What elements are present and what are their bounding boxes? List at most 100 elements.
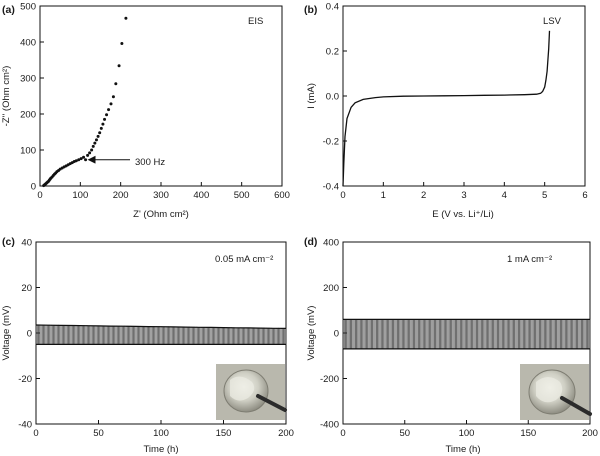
panel-c-label: (c) bbox=[2, 236, 15, 248]
panel-a-plot: 0 100 200 300 400 500 600 0 100 200 300 400 500 bbox=[20, 2, 290, 202]
y-tick-label: 500 bbox=[20, 2, 36, 13]
x-tick-label: 0 bbox=[33, 428, 38, 439]
panel-d-plot: 0 50 100 150 200 -400 -200 0 200 400 bbox=[320, 238, 598, 440]
panel-c-photo-inset bbox=[216, 364, 287, 420]
scatter-point bbox=[124, 16, 128, 20]
y-tick-label: -0.2 bbox=[323, 137, 339, 148]
y-tick-label: 0.2 bbox=[326, 47, 339, 58]
scatter-point bbox=[82, 155, 86, 159]
x-tick-label: 400 bbox=[193, 190, 209, 201]
y-tick-label: -400 bbox=[320, 420, 339, 431]
x-tick-label: 150 bbox=[520, 428, 536, 439]
x-tick-label: 100 bbox=[72, 190, 88, 201]
x-tick-label: 4 bbox=[502, 190, 507, 201]
scatter-point bbox=[117, 64, 121, 68]
scatter-point bbox=[74, 159, 78, 163]
panel-d-label: (d) bbox=[304, 236, 317, 248]
panel-c-annotation: 0.05 mA cm⁻² bbox=[215, 254, 273, 265]
scatter-point bbox=[93, 141, 97, 145]
x-tick-label: 0 bbox=[340, 428, 345, 439]
scatter-point bbox=[101, 122, 105, 126]
y-tick-label: 0.0 bbox=[326, 92, 339, 103]
x-tick-label: 150 bbox=[216, 428, 232, 439]
scatter-point bbox=[114, 82, 118, 86]
panel-d-xlabel: Time (h) bbox=[445, 444, 480, 455]
y-tick-label: 300 bbox=[20, 74, 36, 85]
scatter-point bbox=[79, 157, 83, 161]
x-tick-label: 1 bbox=[381, 190, 386, 201]
panel-a-label: (a) bbox=[2, 4, 15, 16]
panel-a: (a) EIS Z' (Ohm cm²) -Z'' (Ohm cm²) 300 … bbox=[1, 2, 290, 221]
scatter-point bbox=[91, 144, 95, 148]
scatter-point bbox=[105, 113, 109, 117]
y-tick-label: 400 bbox=[323, 238, 339, 249]
x-tick-label: 100 bbox=[459, 428, 475, 439]
y-tick-label: 0 bbox=[27, 329, 32, 340]
lsv-line bbox=[342, 30, 551, 187]
panel-b-annotation: LSV bbox=[543, 16, 562, 27]
x-tick-label: 200 bbox=[278, 428, 294, 439]
panel-a-ylabel: -Z'' (Ohm cm²) bbox=[1, 66, 12, 127]
panel-b: (b) LSV E (V vs. Li⁺/Li) I (mA) 0 1 2 3 4 5 6 -… bbox=[304, 2, 588, 221]
scatter-point bbox=[111, 95, 115, 99]
x-tick-label: 600 bbox=[274, 190, 290, 201]
scatter-point bbox=[84, 158, 88, 162]
panel-a-arrow-label: 300 Hz bbox=[135, 157, 165, 168]
x-tick-label: 200 bbox=[582, 428, 598, 439]
scatter-point bbox=[94, 138, 98, 142]
panel-c-xlabel: Time (h) bbox=[143, 444, 178, 455]
y-tick-label: 100 bbox=[20, 146, 36, 157]
x-tick-label: 50 bbox=[93, 428, 104, 439]
y-tick-label: 40 bbox=[21, 238, 32, 249]
panel-c-plot: 0 50 100 150 200 -40 -20 0 20 40 bbox=[18, 238, 294, 440]
panel-a-annotation: EIS bbox=[248, 16, 263, 27]
y-tick-label: 200 bbox=[20, 110, 36, 121]
panel-a-xlabel: Z' (Ohm cm²) bbox=[133, 209, 189, 220]
scatter-point bbox=[109, 102, 113, 106]
scatter-point bbox=[120, 41, 124, 45]
scatter-point bbox=[86, 153, 90, 157]
panel-d-annotation: 1 mA cm⁻² bbox=[507, 254, 552, 265]
voltage-trace bbox=[35, 324, 287, 345]
voltage-trace bbox=[342, 319, 591, 350]
x-tick-label: 2 bbox=[421, 190, 426, 201]
scatter-point bbox=[88, 151, 92, 155]
y-tick-label: 0 bbox=[334, 329, 339, 340]
x-tick-label: 0 bbox=[37, 190, 42, 201]
panel-d-photo-inset bbox=[520, 364, 592, 420]
panel-d-ylabel: Voltage (mV) bbox=[306, 306, 317, 361]
panel-d: (d) 1 mA cm⁻² Time (h) Voltage (mV) 0 50 1… bbox=[304, 236, 598, 455]
scatter-point bbox=[99, 126, 103, 130]
x-tick-label: 50 bbox=[399, 428, 410, 439]
panel-c: (c) 0.05 mA cm⁻² Time (h) Voltage (mV) 0… bbox=[1, 236, 294, 455]
x-tick-label: 300 bbox=[153, 190, 169, 201]
panel-b-plot: 0 1 2 3 4 5 6 -0.4 -0.2 0.0 0.2 0.4 bbox=[323, 2, 588, 202]
y-tick-label: -200 bbox=[320, 374, 339, 385]
panel-c-ylabel: Voltage (mV) bbox=[1, 306, 12, 361]
y-tick-label: 400 bbox=[20, 38, 36, 49]
scatter-point bbox=[98, 131, 102, 135]
y-tick-label: 200 bbox=[323, 283, 339, 294]
scatter-point bbox=[90, 148, 94, 152]
panel-b-ylabel: I (mA) bbox=[306, 83, 317, 109]
scatter-point bbox=[103, 117, 107, 121]
y-tick-label: 20 bbox=[21, 283, 32, 294]
x-tick-label: 3 bbox=[461, 190, 466, 201]
y-tick-label: 0 bbox=[31, 182, 36, 193]
scatter-point bbox=[96, 134, 100, 138]
x-tick-label: 6 bbox=[582, 190, 587, 201]
y-tick-label: 0.4 bbox=[326, 2, 339, 13]
scatter-point bbox=[107, 108, 111, 112]
panel-b-xlabel: E (V vs. Li⁺/Li) bbox=[432, 209, 494, 220]
upper-envelope bbox=[35, 324, 287, 329]
x-tick-label: 200 bbox=[113, 190, 129, 201]
x-tick-label: 100 bbox=[153, 428, 169, 439]
x-tick-label: 500 bbox=[234, 190, 250, 201]
x-tick-label: 5 bbox=[542, 190, 547, 201]
x-tick-label: 0 bbox=[340, 190, 345, 201]
y-tick-label: -40 bbox=[18, 420, 32, 431]
scatter-point bbox=[77, 158, 81, 162]
y-tick-label: -0.4 bbox=[323, 182, 339, 193]
y-tick-label: -20 bbox=[18, 374, 32, 385]
